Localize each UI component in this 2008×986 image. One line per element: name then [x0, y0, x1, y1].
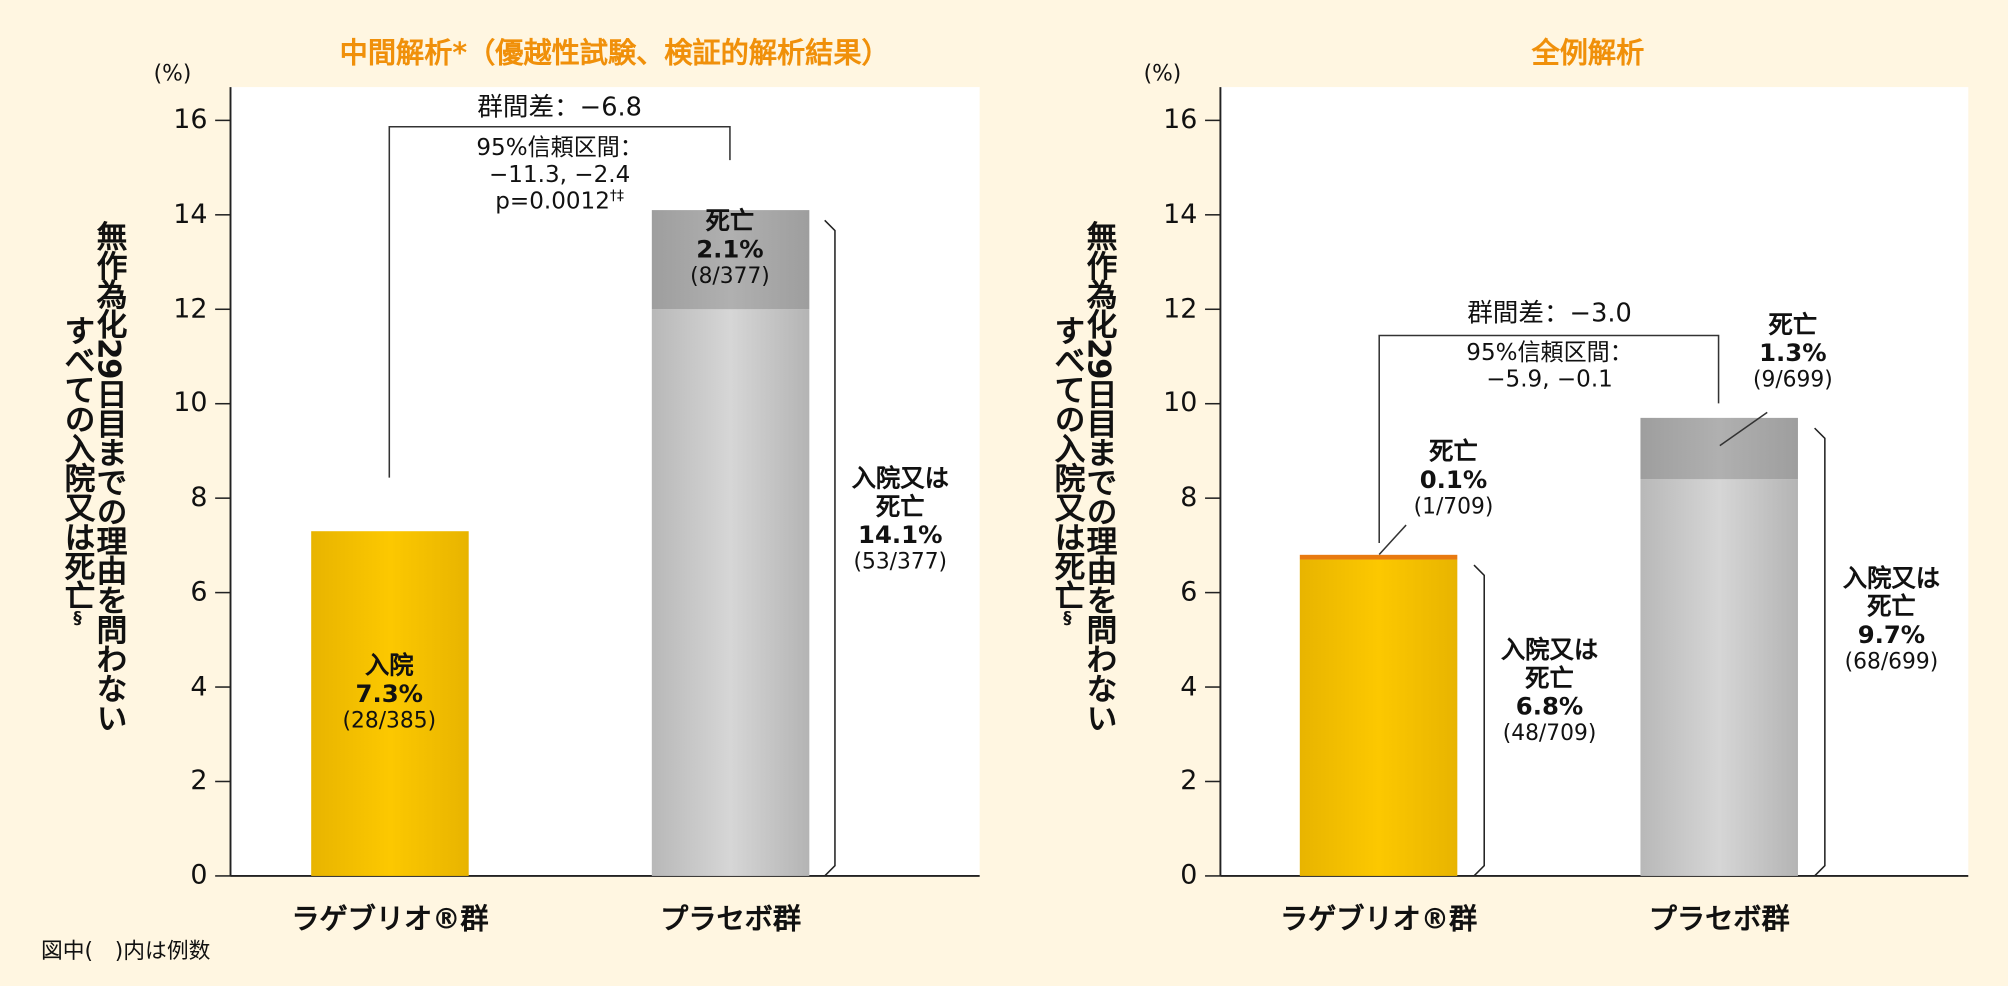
bar-label-placebo-total: 入院又は 死亡 14.1% (53/377): [851, 464, 949, 575]
bar-placebo-death: [1640, 417, 1798, 480]
bar-label-drug-death: 死亡 0.1% (1/709): [1413, 437, 1494, 520]
bar-label-drug-total: 入院又は 死亡 6.8% (48/709): [1500, 636, 1599, 747]
category-label: ラゲブリオ®群: [291, 904, 489, 937]
bar-placebo-death: [651, 210, 810, 310]
y-tick-label: 8: [1180, 481, 1198, 513]
difference-label: 群間差：−3.0: [1467, 297, 1632, 328]
bar-drug-hospitalization: [1299, 559, 1458, 876]
label-count: (1/709): [1413, 493, 1494, 520]
y-unit: (%): [153, 61, 192, 88]
label-percent: 2.1%: [696, 235, 764, 264]
y-label-text: すべての入院又は死亡: [1048, 315, 1085, 610]
brace-placebo: [824, 219, 836, 877]
y-axis-label-line1: 無作為化29日目までの理由を問わない: [90, 220, 127, 732]
y-axis-label-line1: 無作為化29日目までの理由を問わない: [1080, 220, 1117, 732]
label-count: (48/709): [1502, 720, 1597, 746]
label-line: 死亡: [705, 207, 755, 236]
footnote: 図中( )内は例数: [40, 938, 211, 965]
y-tick-label: 14: [173, 198, 208, 229]
ci-label: 95%信頼区間：: [476, 134, 643, 162]
comparison-bracket: [1378, 334, 1720, 543]
label-line: 死亡: [1867, 592, 1916, 621]
ci-block: 95%信頼区間： −5.9, −0.1: [1466, 339, 1633, 394]
bar-label-drug: 入院 7.3% (28/385): [342, 651, 437, 734]
footnote-mark: §: [1057, 609, 1077, 628]
label-percent: 0.1%: [1419, 465, 1488, 495]
bar-placebo-hospitalization: [1640, 479, 1798, 876]
label-line: 死亡: [1525, 664, 1574, 693]
label-count: (8/377): [690, 263, 770, 290]
y-tick-label: 4: [190, 670, 208, 702]
label-line: 入院又は: [1842, 564, 1941, 593]
label-count: (68/699): [1844, 648, 1939, 675]
brace-placebo: [1814, 427, 1826, 877]
y-unit: (%): [1143, 61, 1182, 88]
bar-placebo-hospitalization: [651, 309, 810, 876]
bar-drug-hospitalization: [311, 531, 469, 876]
footnote-mark: §: [67, 609, 88, 628]
y-tick-label: 8: [190, 481, 208, 513]
label-count: (53/377): [853, 548, 948, 575]
bar-drug-death: [1299, 554, 1458, 560]
difference-label: 群間差：−6.8: [477, 90, 642, 122]
y-tick-label: 12: [173, 292, 208, 324]
ci-block: 95%信頼区間： −11.3, −2.4 p=0.0012†‡: [476, 134, 643, 217]
ci-label: 95%信頼区間：: [1466, 339, 1633, 367]
label-line: 入院: [364, 651, 414, 680]
label-percent: 7.3%: [355, 679, 424, 708]
y-tick-label: 6: [190, 575, 208, 607]
label-percent: 14.1%: [858, 520, 943, 549]
label-line: 入院又は: [851, 464, 949, 494]
y-tick-label: 12: [1163, 292, 1198, 324]
y-tick-label: 6: [1180, 575, 1198, 607]
leader-line: [1719, 411, 1768, 447]
bar-label-placebo-death: 死亡 2.1% (8/377): [690, 207, 770, 290]
leader-line: [1378, 524, 1407, 556]
brace-drug: [1473, 564, 1485, 877]
comparison-bracket: [388, 126, 731, 478]
label-line: 死亡: [875, 492, 925, 522]
y-tick-label: 4: [1180, 670, 1198, 702]
category-label: プラセボ群: [1648, 904, 1790, 937]
bar-label-placebo-total: 入院又は 死亡 9.7% (68/699): [1842, 564, 1941, 675]
label-count: (9/699): [1752, 367, 1833, 393]
label-line: 入院又は: [1500, 636, 1599, 665]
category-label: プラセボ群: [660, 904, 802, 937]
y-tick-label: 10: [1163, 387, 1198, 418]
label-line: 死亡: [1429, 437, 1478, 467]
y-label-text: すべての入院又は死亡: [58, 315, 95, 610]
y-tick-label: 2: [1180, 764, 1198, 796]
label-count: (28/385): [342, 707, 437, 734]
label-percent: 9.7%: [1857, 620, 1926, 649]
y-tick-label: 16: [1163, 103, 1198, 135]
y-axis-label-line2: すべての入院又は死亡§: [1045, 315, 1090, 627]
p-value: p=0.0012†‡: [495, 187, 624, 216]
y-axis-label-line2: すべての入院又は死亡§: [55, 315, 100, 627]
y-tick-label: 0: [1180, 859, 1198, 891]
label-line: 死亡: [1768, 311, 1818, 340]
category-label: ラゲブリオ®群: [1279, 904, 1478, 937]
y-tick-label: 14: [1163, 198, 1198, 229]
chart-title: 全例解析: [1531, 38, 1645, 71]
y-tick-label: 2: [190, 764, 208, 796]
y-tick-label: 0: [190, 859, 208, 891]
y-tick-label: 10: [173, 387, 208, 418]
ci-value: −5.9, −0.1: [1486, 365, 1613, 393]
ci-value: −11.3, −2.4: [488, 160, 631, 188]
bar-label-placebo-death: 死亡 1.3% (9/699): [1752, 311, 1833, 393]
label-percent: 1.3%: [1759, 339, 1827, 368]
chart-title: 中間解析*（優越性試験、検証的解析結果）: [339, 38, 890, 71]
label-percent: 6.8%: [1515, 692, 1584, 721]
p-marks: †‡: [609, 187, 624, 205]
y-tick-label: 16: [173, 103, 208, 135]
